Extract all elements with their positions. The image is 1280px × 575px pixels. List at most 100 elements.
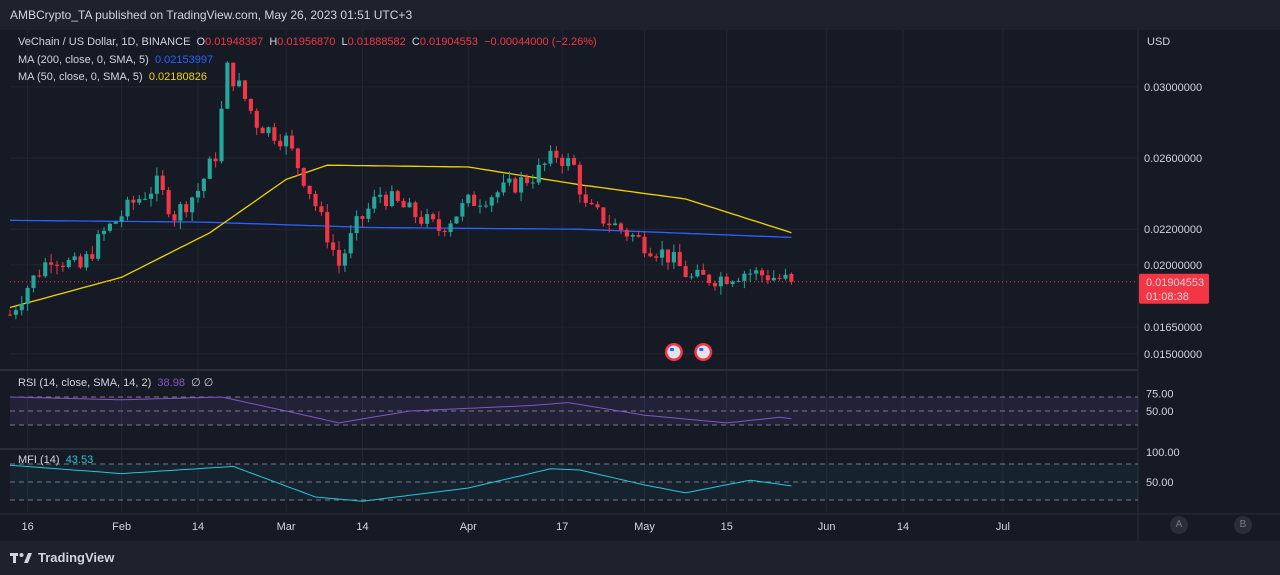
moving-averages (9, 164, 1138, 309)
candle-body (372, 196, 377, 209)
candle-body (307, 185, 312, 194)
rsi-legend[interactable]: RSI (14, close, SMA, 14, 2) 38.98 ∅ ∅ (18, 377, 214, 389)
candle-body (284, 135, 289, 147)
mfi-value: 43.53 (65, 454, 94, 466)
candle-body (607, 223, 612, 226)
candle-body (460, 203, 465, 217)
candle-body (519, 177, 524, 193)
chart-canvas[interactable]: USD 0.03000000 0.02600000 0.02200000 0.02000… (0, 30, 1280, 541)
candle-body (472, 194, 477, 206)
candle-body (207, 158, 212, 179)
candle-body (125, 199, 130, 217)
candle-body (754, 270, 759, 274)
candle-body (119, 216, 124, 222)
candle-body (660, 249, 665, 258)
candle-body (671, 252, 676, 263)
time-tick-label: Apr (460, 521, 477, 533)
candle-body (707, 274, 712, 283)
mfi-tick-label: 50.00 (1146, 477, 1174, 489)
candle-body (636, 234, 641, 237)
candle-body (430, 214, 436, 220)
candle-body (160, 175, 165, 191)
candle-body (742, 273, 747, 281)
candle-body (354, 216, 359, 234)
candle-body (748, 273, 753, 275)
time-tick-label: 14 (192, 521, 204, 533)
candle-body (49, 262, 54, 265)
change-value: −0.00044000 (−2.26%) (484, 36, 597, 48)
candle-body (301, 167, 306, 186)
candle-body (530, 182, 535, 184)
candle-body (213, 158, 218, 162)
time-tick-label: May (634, 521, 655, 533)
candle-body (436, 219, 441, 231)
candle-body (454, 216, 459, 224)
candle-body (319, 206, 324, 213)
scale-a-button[interactable]: A (1170, 516, 1188, 534)
candle-body (736, 280, 741, 282)
candle-body (477, 205, 483, 207)
candle-body (60, 265, 65, 267)
candle-body (84, 254, 89, 268)
candle-body (513, 178, 518, 193)
candle-body (648, 253, 653, 257)
ohlc-legend: VeChain / US Dollar, 1D, BINANCE O0.0194… (18, 36, 597, 48)
rsi-tick-label: 75.00 (1146, 389, 1174, 401)
oscillator-lines (9, 343, 792, 502)
candle-body (96, 234, 101, 259)
candlesticks[interactable] (7, 61, 794, 320)
candle-body (789, 274, 794, 282)
candle-body (554, 150, 559, 158)
candle-body (272, 127, 277, 141)
candle-body (419, 217, 424, 224)
candle-body (331, 242, 336, 250)
candle-body (190, 197, 195, 213)
candle-body (143, 198, 148, 200)
candle-body (630, 234, 635, 237)
rsi-band (10, 396, 1138, 426)
candle-body (777, 277, 782, 279)
ma200-legend[interactable]: MA (200, close, 0, SMA, 5) 0.02153997 (18, 54, 214, 66)
candle-body (489, 197, 494, 206)
candle-body (413, 202, 418, 218)
flag-icon-inner (667, 345, 681, 359)
price-tick-label: 0.01500000 (1144, 349, 1202, 361)
candle-body (383, 194, 389, 206)
candle-body (201, 178, 206, 191)
tradingview-logo[interactable]: TradingView (10, 550, 114, 565)
symbol-name[interactable]: VeChain / US Dollar, 1D, BINANCE (18, 36, 191, 48)
mfi-line (9, 464, 792, 502)
candle-body (289, 135, 295, 149)
candle-body (348, 233, 353, 254)
candle-body (248, 98, 253, 111)
grid (0, 30, 1280, 541)
candle-body (595, 204, 600, 208)
candle-body (325, 212, 330, 243)
candle-body (483, 205, 488, 207)
time-tick-label: Feb (112, 521, 131, 533)
flag-icon-inner (696, 345, 710, 359)
published-text: AMBCrypto_TA published on TradingView.co… (10, 8, 413, 22)
scale-b-button[interactable]: B (1234, 516, 1252, 534)
candle-body (7, 314, 13, 316)
candle-body (154, 175, 159, 194)
time-tick-label: 14 (897, 521, 909, 533)
candle-body (495, 192, 500, 198)
candle-body (759, 270, 765, 276)
candle-body (219, 108, 224, 162)
candle-body (31, 275, 36, 288)
candle-body (724, 276, 729, 284)
ma50-legend[interactable]: MA (50, close, 0, SMA, 5) 0.02180826 (18, 71, 207, 83)
time-tick-label: Jul (996, 521, 1010, 533)
footer-bar: TradingView (0, 541, 1280, 575)
time-tick-label: 16 (22, 521, 34, 533)
time-tick-label: 15 (721, 521, 733, 533)
candle-body (665, 249, 671, 263)
mfi-legend[interactable]: MFI (14) 43.53 (18, 454, 94, 466)
mfi-tick-label: 100.00 (1146, 447, 1180, 459)
candle-body (577, 164, 582, 195)
candle-body (701, 269, 706, 275)
flag-icon-canton (669, 348, 674, 351)
candle-body (107, 223, 112, 231)
price-tick-label: 0.03000000 (1144, 82, 1202, 94)
